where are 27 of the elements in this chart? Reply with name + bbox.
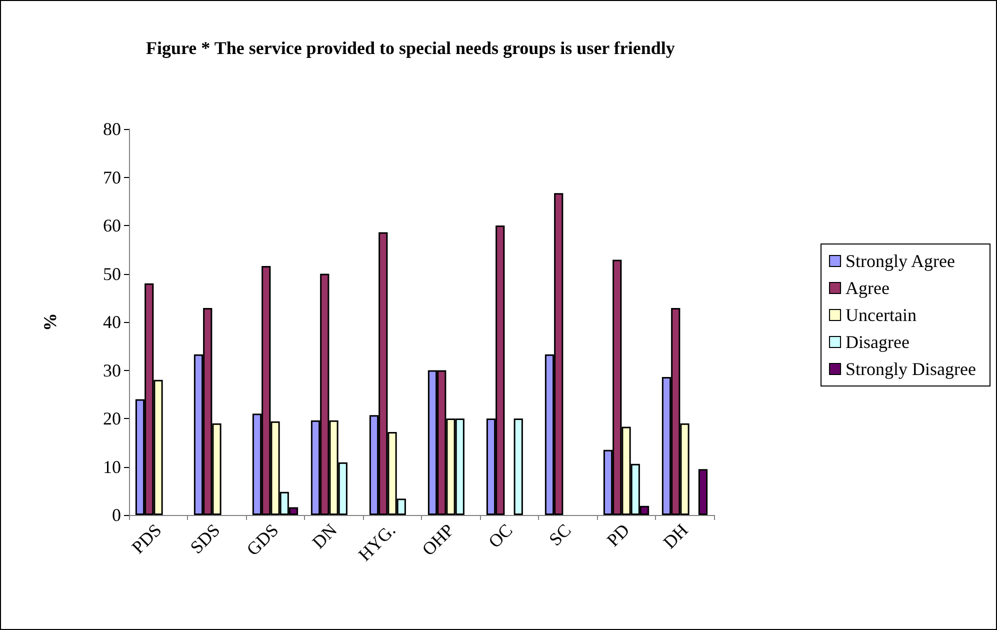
y-tick-label: 30 xyxy=(103,360,121,380)
x-tick-label: OHP xyxy=(418,520,458,560)
legend-label: Strongly Disagree xyxy=(846,359,976,379)
y-tick-label: 40 xyxy=(103,312,121,332)
x-tick-label: DN xyxy=(308,520,341,552)
y-tick-label: 80 xyxy=(103,119,121,139)
y-tick-label: 20 xyxy=(103,408,121,428)
x-tick-label: SC xyxy=(545,520,575,550)
bar xyxy=(514,418,523,515)
y-axis-title: % xyxy=(40,313,60,331)
y-tick-label: 50 xyxy=(103,264,121,284)
x-tick-label: DH xyxy=(659,520,692,552)
x-tick-label: PDS xyxy=(128,520,166,558)
chart-title: Figure * The service provided to special needs groups is user friendly xyxy=(146,38,675,58)
x-tick-label: OC xyxy=(484,520,516,552)
legend-label: Disagree xyxy=(846,332,910,352)
x-tick-label: PD xyxy=(602,520,634,550)
x-tick-label: GDS xyxy=(242,520,282,560)
x-tick-label: SDS xyxy=(186,520,224,558)
y-tick-label: 60 xyxy=(103,216,121,236)
y-tick-label: 0 xyxy=(112,505,121,525)
legend-label: Uncertain xyxy=(846,305,916,325)
legend-label: Strongly Agree xyxy=(846,251,956,271)
y-tick-label: 70 xyxy=(103,167,121,188)
bar xyxy=(698,469,708,515)
y-tick-label: 10 xyxy=(103,456,121,477)
legend-label: Agree xyxy=(846,278,890,298)
